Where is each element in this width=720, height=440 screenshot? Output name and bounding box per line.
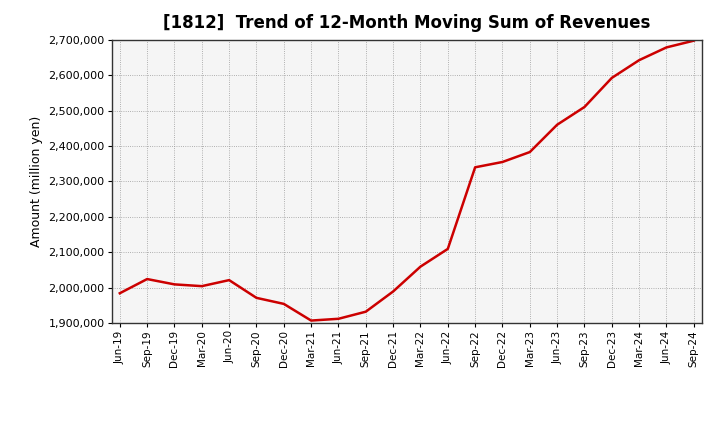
Y-axis label: Amount (million yen): Amount (million yen) — [30, 116, 43, 247]
Title: [1812]  Trend of 12-Month Moving Sum of Revenues: [1812] Trend of 12-Month Moving Sum of R… — [163, 15, 650, 33]
